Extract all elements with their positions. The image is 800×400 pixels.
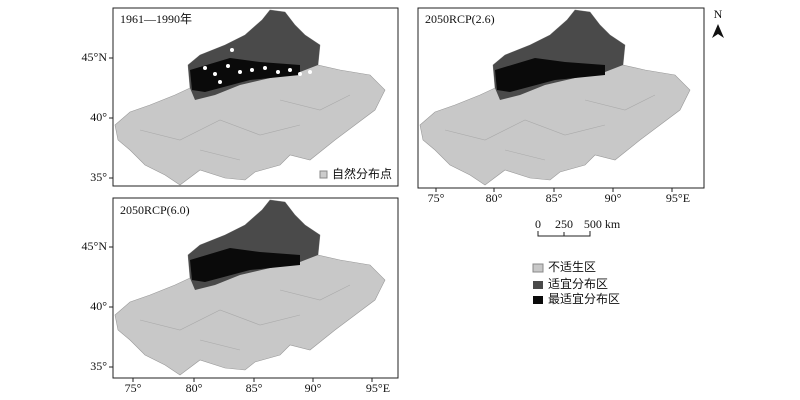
lat-label: 40°: [90, 299, 107, 313]
lon-label: 80°: [486, 191, 503, 205]
lat-label: 45°N: [82, 239, 108, 253]
lon-label: 80°: [186, 381, 203, 395]
panel-title: 2050RCP(6.0): [120, 203, 190, 217]
lon-label: 85°: [246, 381, 263, 395]
legend-label: 最适宜分布区: [548, 291, 620, 306]
lat-label: 45°N: [82, 50, 108, 64]
lon-label: 95°E: [666, 191, 690, 205]
lat-label: 35°: [90, 359, 107, 373]
legend-swatch: [533, 281, 543, 289]
panel: 2050RCP(6.0) 45°N 40° 35° 75° 80° 85° 90…: [82, 197, 399, 395]
legend: 不适生区 适宜分布区 最适宜分布区: [532, 260, 620, 306]
lat-label: 40°: [90, 110, 107, 124]
north-label: N: [714, 7, 723, 21]
panel-frame: [112, 197, 399, 379]
lon-label: 95°E: [366, 381, 390, 395]
natural-points: [203, 48, 312, 84]
legend-swatch: [532, 263, 544, 273]
panel-frame: [417, 7, 705, 189]
legend-swatch: [319, 170, 328, 179]
scale-bar: 0 250 500 km: [535, 217, 621, 237]
lat-label: 35°: [90, 170, 107, 184]
map: [114, 199, 386, 376]
lon-label: 75°: [125, 381, 142, 395]
map: [419, 9, 691, 186]
panel: 2050RCP(2.6) 75° 80° 85° 90° 95°E: [417, 7, 705, 205]
panel-title: 1961—1990年: [120, 12, 192, 26]
scale-label: 500 km: [584, 217, 621, 231]
lon-label: 90°: [305, 381, 322, 395]
legend-label: 适宜分布区: [548, 276, 608, 291]
map: [114, 9, 386, 186]
legend-swatch: [533, 296, 543, 304]
lon-label: 90°: [605, 191, 622, 205]
scale-label: 250: [555, 217, 573, 231]
panel-frame: [112, 7, 399, 187]
north-arrow: N: [712, 7, 724, 38]
panel-title: 2050RCP(2.6): [425, 12, 495, 26]
panel: 1961—1990年 45°N 40° 35° 自然分布点: [82, 7, 399, 187]
lon-label: 75°: [428, 191, 445, 205]
lon-label: 85°: [546, 191, 563, 205]
scale-label: 0: [535, 217, 541, 231]
legend-label: 不适生区: [548, 260, 596, 274]
legend-label: 自然分布点: [332, 166, 392, 181]
